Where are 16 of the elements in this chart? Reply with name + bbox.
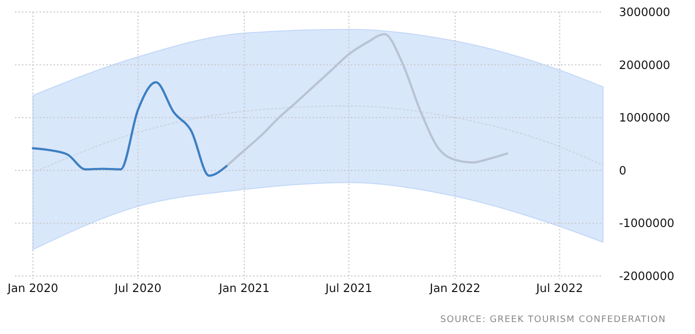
line-series <box>32 105 604 174</box>
y-tick-label: 3000000 <box>619 5 670 20</box>
line-series <box>32 81 228 177</box>
x-tick-label: Jul 2020 <box>114 281 162 295</box>
x-tick-label: Jan 2022 <box>428 281 480 295</box>
y-tick-label: 0 <box>619 163 626 178</box>
x-tick-label: Jan 2021 <box>218 281 270 295</box>
x-tick-label: Jul 2021 <box>324 281 372 295</box>
source-note: SOURCE: GREEK TOURISM CONFEDERATION <box>440 315 666 325</box>
y-tick-label: 2000000 <box>619 58 670 72</box>
y-tick-label: -1000000 <box>619 216 674 230</box>
y-tick-label: 1000000 <box>619 110 670 125</box>
line-series <box>225 33 508 168</box>
x-tick-label: Jul 2022 <box>535 281 584 295</box>
y-tick-label: -2000000 <box>619 269 674 284</box>
x-tick-label: Jan 2020 <box>6 281 58 295</box>
